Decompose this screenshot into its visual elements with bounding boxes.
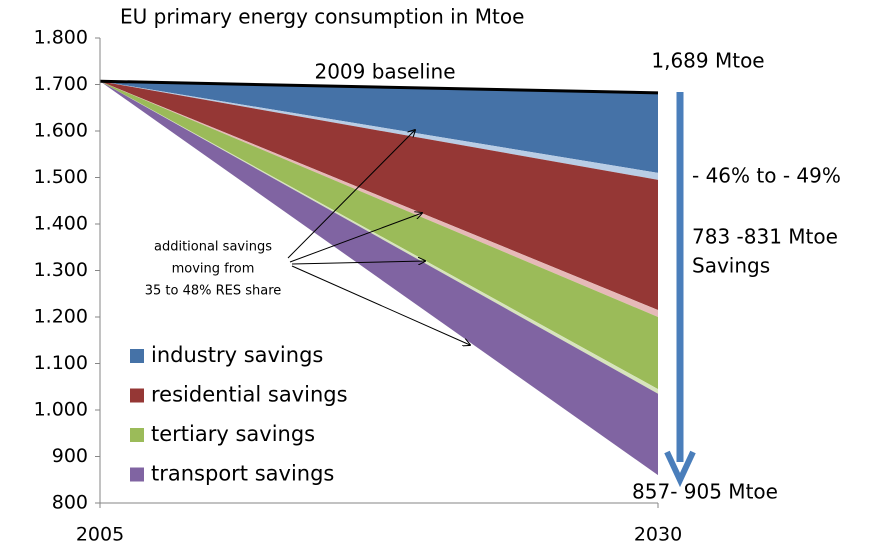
y-tick-label: 1.200: [34, 306, 88, 328]
annotation: - 46% to - 49%: [692, 164, 841, 188]
area: [100, 81, 658, 476]
annotation: additional savings: [154, 240, 272, 255]
annotation: 1,689 Mtoe: [651, 49, 764, 73]
y-tick-label: 1.100: [34, 352, 88, 374]
annotation-arrow: [289, 213, 422, 263]
annotation: 2009 baseline: [314, 60, 455, 84]
savings-arrow: [664, 92, 696, 488]
areas: [99, 79, 659, 476]
annotation: 857- 905 Mtoe: [632, 480, 778, 504]
annotation-arrow: [287, 130, 415, 259]
area: [100, 81, 658, 173]
y-tick-label: 1.500: [34, 166, 88, 188]
annotation: moving from: [172, 262, 255, 277]
annotation-arrow: [291, 265, 470, 345]
legend-label: residential savings: [151, 383, 348, 407]
y-tick-label: 1.800: [34, 27, 88, 49]
y-tick-label: 1.600: [34, 120, 88, 142]
legend-label: transport savings: [151, 462, 334, 486]
legend-label: tertiary savings: [151, 422, 315, 446]
annotation-arrow: [291, 261, 425, 264]
annotation: 783 -831 Mtoe: [692, 225, 838, 249]
x-tick-label: 2005: [76, 524, 124, 546]
y-tick-label: 900: [52, 445, 88, 467]
annotation: 35 to 48% RES share: [145, 284, 282, 299]
y-tick-label: 1.700: [34, 73, 88, 95]
legend-swatch: [130, 388, 144, 403]
chart-title: EU primary energy consumption in Mtoe: [120, 5, 524, 29]
area: [100, 81, 658, 311]
y-tick-label: 1.300: [34, 259, 88, 281]
annotation: Savings: [692, 254, 770, 278]
y-tick-label: 1.400: [34, 213, 88, 235]
annotation-arrows: [287, 130, 470, 345]
savings-arrow-head: [664, 450, 696, 488]
y-tick-label: 800: [52, 492, 88, 514]
y-tick-label: 1.000: [34, 399, 88, 421]
baseline: [99, 79, 659, 95]
area: [100, 81, 658, 180]
legend-label: industry savings: [151, 343, 323, 367]
legend-swatch: [130, 428, 144, 442]
legend-swatch: [130, 467, 144, 482]
legend-swatch: [130, 349, 144, 363]
x-tick-label: 2030: [634, 524, 682, 546]
